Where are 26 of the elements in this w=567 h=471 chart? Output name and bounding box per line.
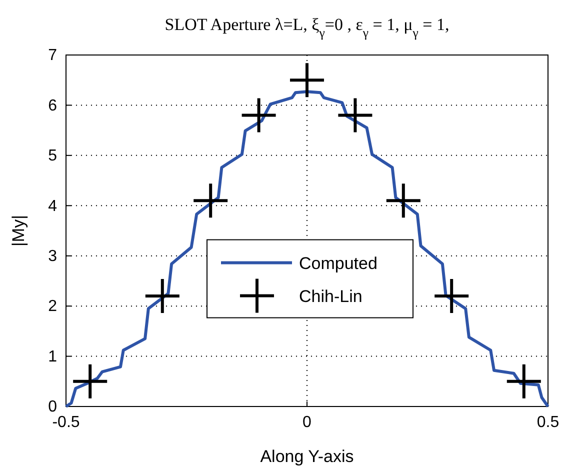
x-tick-label: 0.5 — [536, 414, 560, 431]
point — [434, 279, 469, 314]
x-tick-label: -0.5 — [52, 414, 80, 431]
chart-title: SLOT Aperture λ=L, ξ$_{γ}$=0 , ε$_{γ}$ = 1, μ$_{γ}$ = 1, — [164, 15, 450, 40]
y-tick-label: 0 — [48, 398, 58, 416]
point — [73, 364, 108, 398]
point — [338, 98, 372, 132]
y-tick-label: 6 — [48, 97, 58, 114]
legend-label: Chih-Lin — [299, 286, 362, 306]
x-axis-title: Along Y-axis — [260, 447, 354, 466]
y-axis-title: |My| — [9, 215, 28, 246]
y-tick-label: 7 — [48, 47, 58, 64]
point — [242, 98, 276, 132]
x-tick-label: 0 — [302, 414, 312, 431]
point — [290, 63, 324, 98]
y-tick-label: 5 — [48, 148, 58, 165]
y-tick-label: 3 — [48, 248, 58, 265]
point — [145, 279, 180, 314]
y-tick-label: 1 — [48, 348, 58, 366]
line-series — [64, 90, 550, 408]
point — [386, 184, 420, 218]
point — [194, 184, 228, 218]
y-tick-label: 2 — [48, 298, 58, 316]
legend-label: Computed — [299, 254, 378, 273]
y-tick-label: 4 — [48, 198, 58, 215]
point — [506, 364, 541, 398]
